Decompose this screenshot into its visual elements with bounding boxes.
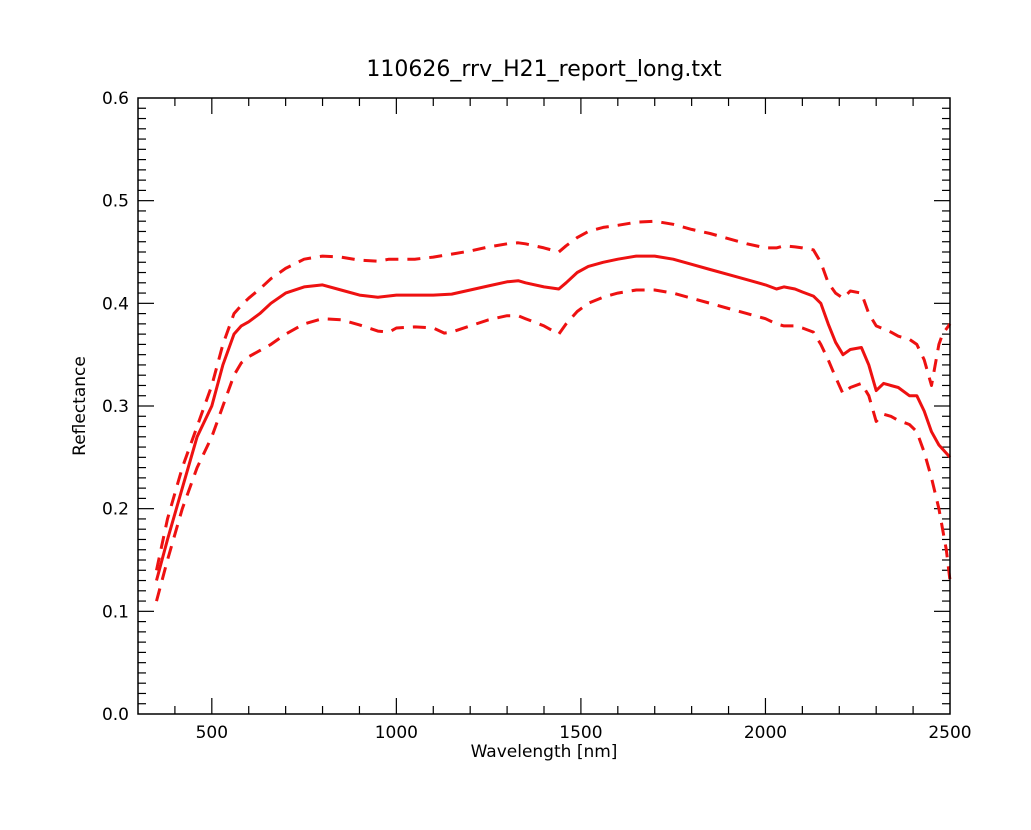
x-tick-label: 2500 [928, 723, 971, 743]
series-bound-line-2 [155, 288, 952, 602]
y-tick-label: 0.5 [102, 192, 129, 212]
x-tick-label: 1000 [375, 723, 418, 743]
y-tick-label: 0.4 [102, 294, 129, 314]
x-tick-label: 1500 [559, 723, 602, 743]
axis-ticks [138, 98, 950, 714]
plot-frame [137, 97, 951, 715]
x-tick-labels: 500 1000 1500 2000 2500 [196, 723, 972, 743]
series-layer [155, 219, 952, 602]
x-axis-label: Wavelength [nm] [471, 742, 618, 762]
x-tick-label: 2000 [744, 723, 787, 743]
y-tick-label: 0.1 [102, 602, 129, 622]
y-tick-label: 0.2 [102, 500, 129, 520]
y-tick-label: 0.0 [102, 705, 129, 725]
series-bound-line-1 [155, 219, 952, 571]
chart-title: 110626_rrv_H21_report_long.txt [366, 57, 722, 82]
series-mean-line [155, 254, 952, 581]
x-tick-label: 500 [196, 723, 228, 743]
y-axis-label: Reflectance [70, 356, 90, 456]
y-tick-label: 0.3 [102, 397, 129, 417]
y-tick-labels: 0.0 0.1 0.2 0.3 0.4 0.5 0.6 [102, 89, 129, 725]
y-tick-label: 0.6 [102, 89, 129, 109]
